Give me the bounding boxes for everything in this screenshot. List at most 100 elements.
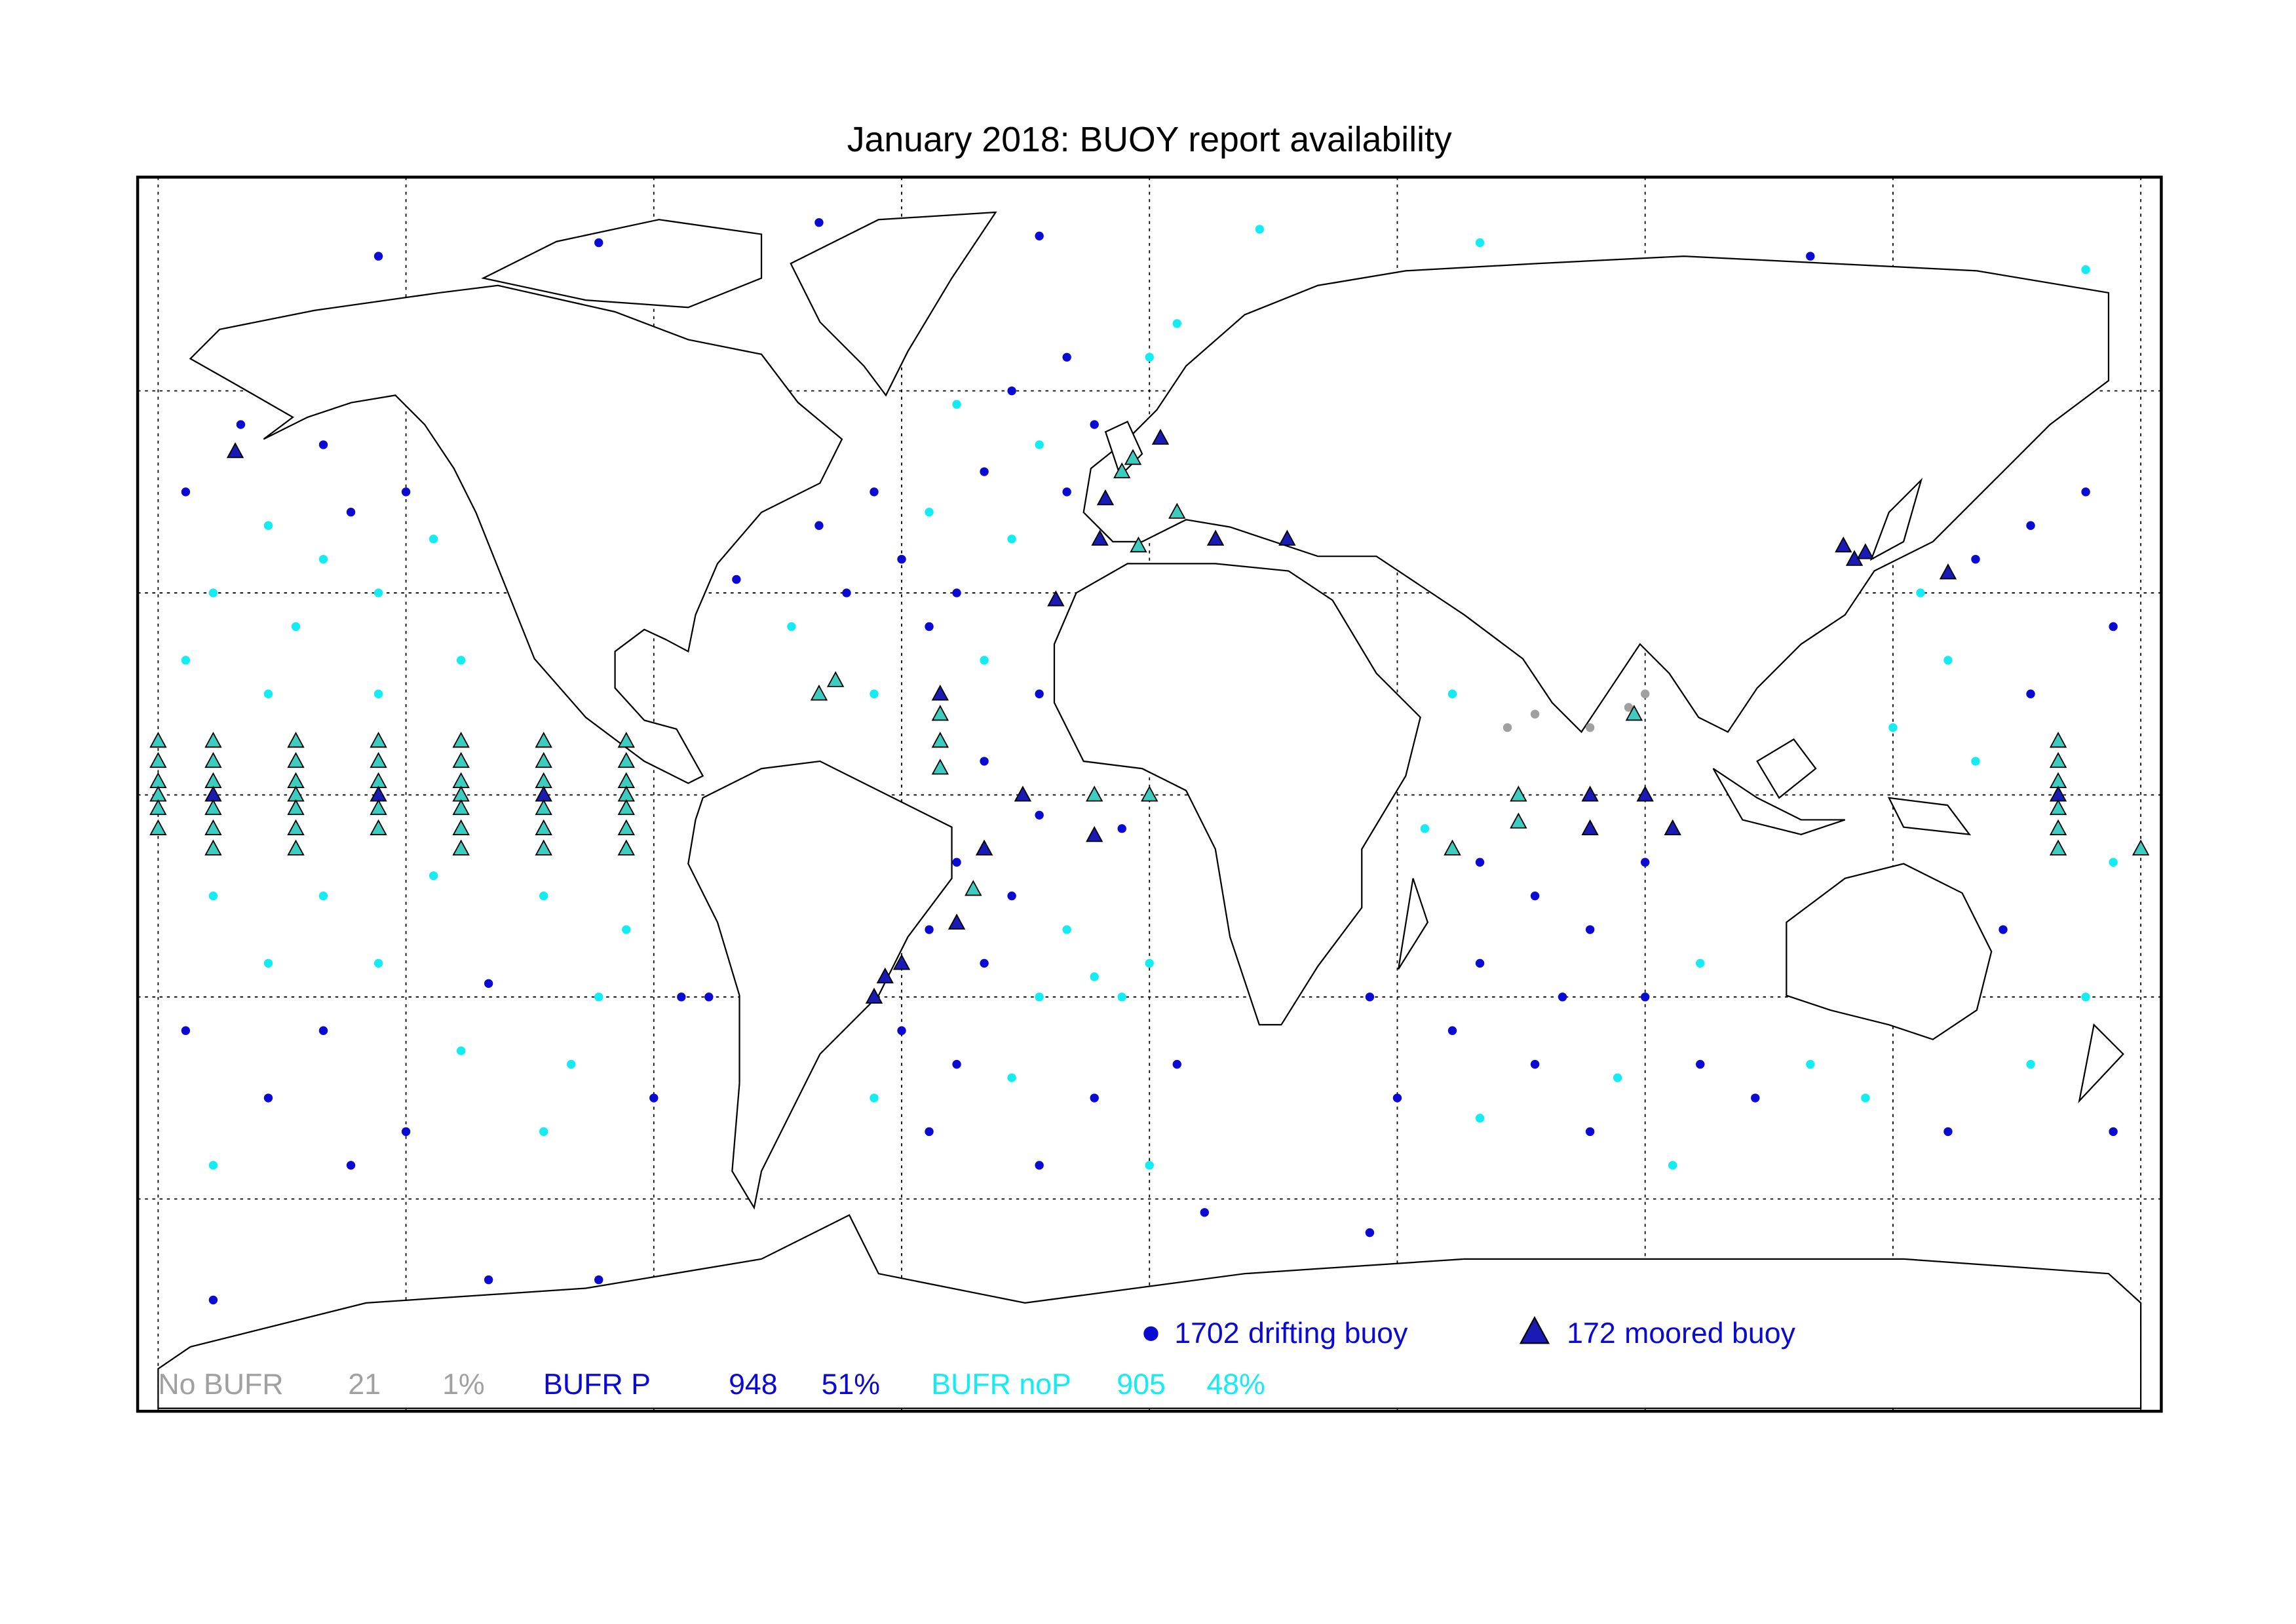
drifting-buoy [1475,858,1485,867]
drifting-buoy [1172,319,1181,328]
drifting-buoy [1943,656,1953,665]
drifting-buoy [318,891,328,901]
drifting-buoy [429,871,438,880]
eurasia [1082,255,2110,734]
drifting-buoy [1117,992,1126,1002]
drifting-buoy [1007,891,1016,901]
stats-name: BUFR P [543,1369,651,1401]
legend-marker [1519,1315,1550,1344]
drifting-buoy [622,925,631,934]
moored-buoy [931,732,949,748]
drifting-buoy [208,1161,218,1170]
moored-buoy [204,732,222,748]
moored-buoy [1939,563,1957,580]
moored-buoy [204,839,222,856]
moored-buoy [1130,536,1147,553]
moored-buoy [1625,704,1643,721]
drifting-buoy [1999,925,2008,934]
drifting-buoy [373,588,383,597]
moored-buoy [1124,449,1142,465]
drifting-buoy [980,467,989,476]
moored-buoy [1096,489,1115,506]
drifting-buoy [263,689,273,698]
moored-buoy [617,819,635,835]
moored-buoy [1113,462,1131,479]
drifting-buoy [208,588,218,597]
drifting-buoy [1365,992,1375,1002]
moored-buoy [1581,785,1599,802]
drifting-buoy [373,252,383,261]
moored-buoy [1086,785,1103,802]
moored-buoy [1014,785,1032,802]
south-america [687,760,953,1210]
moored-buoy [2049,839,2067,856]
drifting-buoy [567,1059,576,1069]
drifting-buoy [1172,1059,1181,1069]
legend: 1702 drifting buoy 172 moored buoy [1143,1315,1796,1350]
drifting-buoy [787,622,796,632]
australia [1786,863,1993,1040]
stats-percent: 51% [822,1369,880,1401]
drifting-buoy [1668,1161,1677,1170]
moored-buoy [1091,529,1109,546]
drifting-buoy [1145,352,1154,362]
drifting-buoy [1613,1073,1622,1082]
moored-buoy [452,732,470,748]
drifting-buoy [2109,1127,2118,1137]
moored-buoy [2132,839,2150,856]
drifting-buoy [2026,689,2035,698]
drifting-buoy [1585,723,1595,732]
moored-buoy [1168,502,1186,519]
drifting-buoy [1971,757,1980,766]
moored-buoy [810,685,828,701]
drifting-buoy [1475,1114,1485,1123]
moored-buoy [1510,812,1527,829]
drifting-buoy [1062,352,1071,362]
drifting-buoy [1806,1059,1815,1069]
new-zealand [2078,1023,2124,1104]
legend-text: drifting buoy [1248,1317,1408,1350]
buoy-points [149,217,2150,1305]
moored-buoy [204,751,222,768]
drifting-buoy [208,891,218,901]
drifting-buoy [980,757,989,766]
moored-buoy [149,751,167,768]
drifting-buoy [1365,1228,1375,1237]
greenland [790,211,997,397]
drifting-buoy [870,487,879,497]
drifting-buoy [842,588,851,597]
drifting-buoy [594,1275,603,1285]
moored-buoy [149,819,167,835]
drifting-buoy [1200,1208,1209,1217]
moored-buoy [370,751,387,768]
drifting-buoy [1007,386,1016,396]
legend-label: 1702 drifting buoy [1174,1317,1408,1350]
drifting-buoy [1861,1093,1870,1103]
moored-buoy [1856,543,1875,559]
drifting-buoy [1255,225,1265,234]
moored-buoy [370,819,387,835]
drifting-buoy [814,217,824,227]
legend-count: 1702 [1174,1317,1239,1350]
drifting-buoy [181,487,191,497]
stats-row: No BUFR 21 1% BUFR P 948 51% BUFR noP 905 48% [158,1369,1265,1401]
drifting-buoy [897,554,906,564]
drifting-buoy [1640,689,1650,698]
moored-buoy [535,819,552,835]
drifting-buoy [1062,487,1071,497]
moored-buoy [287,732,305,748]
drifting-buoy [1035,231,1044,240]
drifting-buoy [1585,1127,1595,1137]
moored-buoy [1206,529,1225,546]
moored-buoy [535,751,552,768]
africa [1053,563,1421,1026]
drifting-buoy [263,521,273,530]
drifting-buoy [346,1161,356,1170]
moored-buoy [204,819,222,835]
moored-buoy [1151,428,1170,445]
drifting-buoy [1090,972,1099,981]
drifting-buoy [429,535,438,544]
drifting-buoy [2081,487,2090,497]
moored-buoy [2049,819,2067,835]
